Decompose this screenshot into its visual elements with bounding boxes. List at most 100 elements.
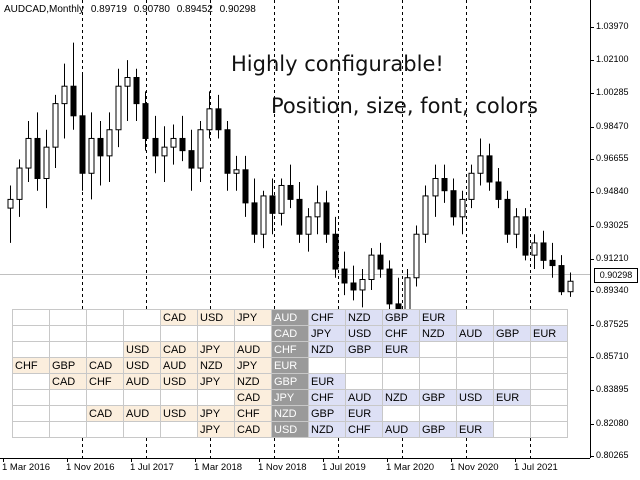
matrix-cell [160, 421, 198, 438]
matrix-cell: EUR [456, 421, 494, 438]
candle-body [459, 198, 466, 218]
candle-body [52, 103, 59, 148]
matrix-cell: CHF [234, 405, 272, 422]
matrix-row: CAD JPY USD CHF NZD AUD GBP EUR [12, 325, 568, 342]
date-label: 1 Nov 2016 [66, 462, 115, 473]
candle-body [504, 198, 511, 235]
candle-body [260, 195, 267, 235]
matrix-cell [419, 341, 457, 358]
ticker-header: AUDCAD,Monthly 0.89719 0.90780 0.89452 0… [4, 4, 260, 15]
matrix-cell [456, 341, 494, 358]
matrix-cell: AUD [160, 357, 198, 374]
candle-body [558, 265, 565, 293]
candle-body [486, 155, 493, 183]
candle-body [25, 137, 32, 169]
candle-body [377, 254, 384, 270]
matrix-cell [493, 357, 531, 374]
symbol-label: AUDCAD,Monthly [4, 4, 85, 15]
matrix-cell: USD [160, 405, 198, 422]
matrix-cell [456, 405, 494, 422]
price-label: 0.82080 [596, 418, 629, 428]
matrix-cell [49, 309, 87, 326]
matrix-pivot-cell: JPY [271, 389, 309, 406]
matrix-cell: AUD [345, 389, 383, 406]
candle-body [161, 146, 168, 157]
candle-body [432, 178, 439, 197]
matrix-cell: USD [197, 309, 235, 326]
candle-body [16, 167, 23, 200]
date-label: 1 Mar 2020 [386, 462, 435, 473]
matrix-cell: USD [345, 325, 383, 342]
matrix-cell: EUR [308, 373, 346, 390]
matrix-cell: USD [123, 357, 161, 374]
matrix-cell: CAD [160, 309, 198, 326]
matrix-cell: EUR [382, 341, 420, 358]
candle-body [314, 202, 321, 218]
matrix-pivot-cell: GBP [271, 373, 309, 390]
matrix-cell [12, 341, 50, 358]
matrix-row: JPY CAD USD NZD CHF AUD GBP EUR [12, 421, 568, 438]
candle-body [287, 184, 294, 200]
matrix-cell [493, 341, 531, 358]
price-label: 0.98470 [596, 121, 629, 131]
matrix-cell [86, 341, 124, 358]
candle-body [513, 216, 520, 235]
candle-body [350, 282, 357, 291]
candle-body [422, 195, 429, 235]
matrix-cell [456, 357, 494, 374]
matrix-cell [49, 405, 87, 422]
matrix-cell [530, 357, 568, 374]
matrix-cell [308, 357, 346, 374]
candle-body [106, 129, 113, 157]
candle-body [43, 146, 50, 180]
matrix-pivot-cell: AUD [271, 309, 309, 326]
candle-body [215, 108, 222, 131]
matrix-cell [49, 421, 87, 438]
candle-body [477, 155, 484, 174]
matrix-pivot-cell: EUR [271, 357, 309, 374]
date-label: 1 Nov 2018 [258, 462, 307, 473]
matrix-cell [419, 357, 457, 374]
matrix-cell [493, 373, 531, 390]
candle-body [170, 137, 177, 148]
matrix-cell [382, 357, 420, 374]
price-label: 1.03970 [596, 21, 629, 31]
date-label: 1 Nov 2020 [450, 462, 499, 473]
price-label: 0.93025 [596, 220, 629, 230]
matrix-cell [160, 389, 198, 406]
matrix-pivot-cell: NZD [271, 405, 309, 422]
matrix-cell: AUD [456, 325, 494, 342]
matrix-cell: NZD [197, 357, 235, 374]
candle-body [540, 242, 547, 261]
candle-body [61, 85, 68, 105]
promo-headline: Highly configurable! [231, 52, 444, 76]
matrix-cell: NZD [419, 325, 457, 342]
candle-body [413, 233, 420, 279]
date-label: 1 Jul 2017 [130, 462, 174, 473]
currency-strength-matrix: CAD USD JPY AUD CHF NZD GBP EUR CAD JPY USD CHF NZD A… [12, 309, 568, 438]
matrix-cell [493, 309, 531, 326]
matrix-cell [49, 341, 87, 358]
candle-body [70, 85, 77, 117]
candle-body [323, 202, 330, 235]
matrix-cell [530, 341, 568, 358]
matrix-cell: USD [456, 389, 494, 406]
matrix-cell: CAD [49, 373, 87, 390]
matrix-cell [493, 421, 531, 438]
matrix-cell [345, 373, 383, 390]
candle-body [179, 137, 186, 152]
matrix-cell: GBP [419, 421, 457, 438]
matrix-cell: GBP [345, 341, 383, 358]
matrix-row: CAD AUD USD JPY CHF NZD GBP EUR [12, 405, 568, 422]
price-label: 0.89340 [596, 285, 629, 295]
matrix-cell [382, 373, 420, 390]
candle-body [233, 169, 240, 174]
date-label: 1 Mar 2018 [194, 462, 243, 473]
matrix-cell: AUD [382, 421, 420, 438]
candle-body [296, 198, 303, 235]
matrix-row: CAD JPY CHF AUD NZD GBP USD EUR [12, 389, 568, 406]
price-label: 0.80265 [596, 450, 629, 460]
matrix-row: CAD USD JPY AUD CHF NZD GBP EUR [12, 309, 568, 326]
matrix-cell [234, 325, 272, 342]
